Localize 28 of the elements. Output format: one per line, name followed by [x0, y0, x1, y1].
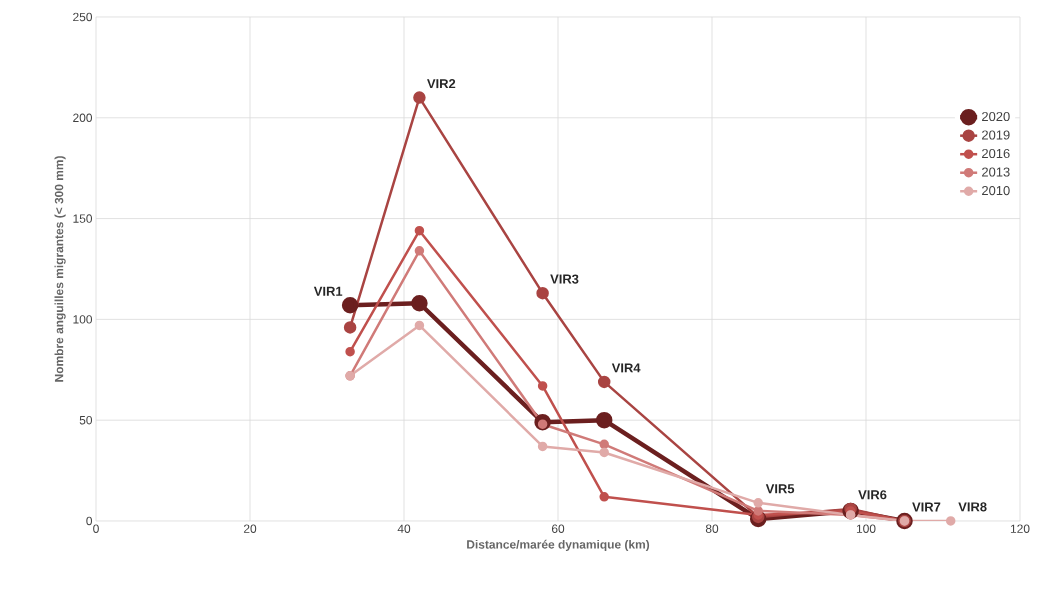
- y-tick-label: 200: [73, 113, 93, 123]
- annotation: VIR1: [313, 286, 343, 296]
- annotation: VIR7: [912, 502, 941, 512]
- annotation: VIR5: [765, 484, 795, 494]
- y-tick-label: 0: [86, 516, 93, 526]
- annotation: VIR4: [611, 363, 641, 373]
- y-tick-label: 100: [73, 315, 93, 324]
- annotation: VIR6: [858, 490, 887, 500]
- legend-label: 2020: [982, 111, 1010, 122]
- legend-label: 2010: [982, 185, 1010, 196]
- legend-label: 2013: [982, 167, 1010, 177]
- annotation: VIR3: [550, 274, 579, 284]
- y-tick-label: 150: [73, 214, 93, 223]
- y-tick-label: 250: [73, 12, 93, 22]
- y-axis-title: Nombre anguilles migrantes (< 300 mm): [54, 156, 66, 382]
- x-tick-label: 40: [397, 524, 411, 533]
- x-tick-label: 80: [705, 524, 719, 533]
- annotation: VIR2: [427, 79, 456, 89]
- y-tick-label: 50: [79, 415, 93, 425]
- x-tick-label: 60: [551, 524, 565, 533]
- annotation: VIR8: [958, 502, 987, 512]
- x-tick-label: 0: [93, 524, 99, 533]
- x-tick-label: 100: [856, 524, 876, 533]
- x-tick-label: 120: [1010, 524, 1030, 533]
- x-tick-label: 20: [243, 524, 257, 533]
- legend-label: 2019: [982, 130, 1010, 140]
- legend-label: 2016: [982, 148, 1010, 159]
- x-axis-title: Distance/marée dynamique (km): [467, 539, 650, 552]
